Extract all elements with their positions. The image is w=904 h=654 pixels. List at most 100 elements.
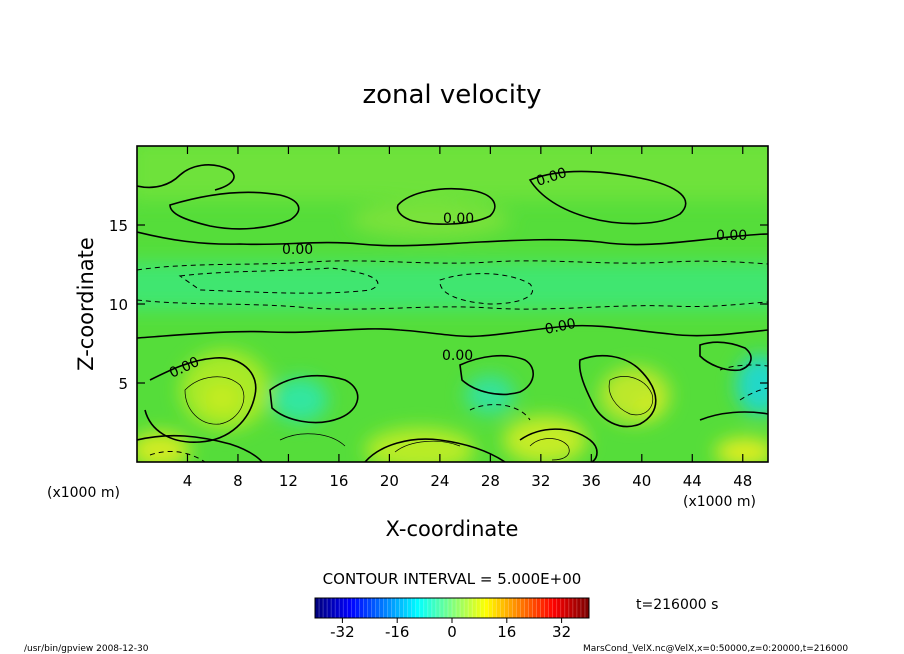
x-tick-label: 20 bbox=[380, 472, 399, 490]
footer-left: /usr/bin/gpview 2008-12-30 bbox=[24, 644, 149, 654]
colorbar-cell bbox=[504, 598, 509, 618]
x-unit-right: (x1000 m) bbox=[683, 494, 756, 510]
colorbar-cell bbox=[548, 598, 554, 618]
colorbar-cell bbox=[452, 598, 457, 618]
contour-label: 0.00 bbox=[282, 242, 313, 258]
colorbar-cell bbox=[528, 598, 533, 618]
x-tick-label: 40 bbox=[632, 472, 651, 490]
chart-title: zonal velocity bbox=[362, 80, 541, 110]
colorbar-cell bbox=[564, 598, 570, 618]
contour-label: 0.00 bbox=[443, 211, 474, 227]
colorbar-cell bbox=[423, 598, 429, 618]
y-tick-label: 15 bbox=[109, 217, 128, 235]
x-tick-label: 16 bbox=[329, 472, 348, 490]
colorbar-cell bbox=[391, 598, 396, 618]
x-tick-label: 36 bbox=[582, 472, 601, 490]
colorbar-cell bbox=[347, 598, 352, 618]
colorbar-cell bbox=[363, 598, 368, 618]
colorbar-cell bbox=[464, 598, 469, 618]
colorbar-tick-label: 0 bbox=[447, 623, 457, 641]
x-tick-label: 32 bbox=[531, 472, 550, 490]
warm-blob-3 bbox=[503, 416, 587, 462]
colorbar-cell bbox=[484, 598, 489, 618]
x-tick-label: 12 bbox=[279, 472, 298, 490]
footer-right: MarsCond_VelX.nc@VelX,x=0:50000,z=0:2000… bbox=[583, 644, 848, 654]
colorbar-tick-label: -32 bbox=[330, 623, 355, 641]
colorbar-cell bbox=[468, 598, 473, 618]
colorbar-cell bbox=[427, 598, 433, 618]
colorbar-cell bbox=[488, 598, 493, 618]
colorbar-cell bbox=[407, 598, 413, 618]
cool-blob-2 bbox=[465, 375, 515, 415]
plot-area: 0.00 0.00 0.00 0.00 0.00 0.00 0.00 bbox=[137, 146, 768, 462]
colorbar-cell bbox=[419, 598, 425, 618]
x-axis-label: X-coordinate bbox=[386, 517, 519, 541]
jet-band bbox=[137, 262, 768, 310]
colorbar-cell bbox=[359, 598, 364, 618]
colorbar-cell bbox=[371, 598, 376, 618]
colorbar-cell bbox=[355, 598, 360, 618]
x-tick-label: 28 bbox=[481, 472, 500, 490]
colorbar-cell bbox=[435, 598, 441, 618]
x-unit-left: (x1000 m) bbox=[47, 485, 120, 501]
contour-label: 0.00 bbox=[716, 228, 747, 244]
cool-blob-3 bbox=[736, 355, 768, 415]
contour-interval: CONTOUR INTERVAL = 5.000E+00 bbox=[323, 570, 582, 588]
warm-blob-1-core bbox=[204, 384, 240, 412]
colorbar-cell bbox=[339, 598, 344, 618]
colorbar-cell bbox=[403, 598, 408, 618]
x-tick-label: 8 bbox=[233, 472, 243, 490]
colorbar-cell bbox=[512, 598, 517, 618]
y-tick-label: 10 bbox=[109, 296, 128, 314]
colorbar-tick-label: 16 bbox=[497, 623, 516, 641]
colorbar-cell bbox=[387, 598, 392, 618]
colorbar-cell bbox=[367, 598, 372, 618]
contour-label: 0.00 bbox=[544, 316, 578, 338]
colorbar-cell bbox=[351, 598, 356, 618]
colorbar-cell bbox=[431, 598, 437, 618]
colorbar-cell bbox=[576, 598, 582, 618]
colorbar-cell bbox=[584, 598, 590, 618]
colorbar-cell bbox=[456, 598, 461, 618]
colorbar-cell bbox=[415, 598, 421, 618]
colorbar-cell bbox=[536, 598, 541, 618]
colorbar-cell bbox=[524, 598, 529, 618]
colorbar-tick-label: -16 bbox=[385, 623, 410, 641]
upper-band bbox=[137, 146, 768, 200]
colorbar-cell bbox=[560, 598, 566, 618]
velocity-field bbox=[137, 146, 768, 462]
colorbar-cell bbox=[500, 598, 505, 618]
colorbar-cell bbox=[492, 598, 497, 618]
positive-contours bbox=[184, 376, 654, 461]
colorbar-cell bbox=[472, 598, 477, 618]
upper-blob bbox=[350, 202, 510, 238]
colorbar-cell bbox=[476, 598, 481, 618]
colorbar-cell bbox=[383, 598, 388, 618]
contour-label: 0.00 bbox=[442, 348, 473, 364]
colorbar-cell bbox=[508, 598, 513, 618]
colorbar-tick-label: 32 bbox=[552, 623, 571, 641]
y-tick-label: 5 bbox=[118, 375, 128, 393]
colorbar-cell bbox=[556, 598, 562, 618]
time-label: t=216000 s bbox=[636, 597, 718, 613]
colorbar-cell bbox=[315, 598, 320, 618]
colorbar-cell bbox=[319, 598, 324, 618]
colorbar-cell bbox=[327, 598, 332, 618]
x-tick-label: 48 bbox=[733, 472, 752, 490]
colorbar-cell bbox=[323, 598, 328, 618]
colorbar-cell bbox=[496, 598, 501, 618]
colorbar-cell bbox=[460, 598, 465, 618]
colorbar bbox=[315, 598, 590, 618]
colorbar-cell bbox=[544, 598, 550, 618]
cool-blob-1 bbox=[272, 378, 328, 422]
colorbar-cell bbox=[447, 598, 453, 618]
colorbar-cell bbox=[395, 598, 400, 618]
x-tick-label: 44 bbox=[683, 472, 702, 490]
colorbar-cell bbox=[379, 598, 384, 618]
y-axis: 5 10 15 bbox=[109, 217, 768, 393]
negative-contours bbox=[137, 260, 768, 462]
colorbar-cell bbox=[480, 598, 485, 618]
warm-blob-6 bbox=[715, 438, 768, 462]
colorbar-ticks: -32 -16 0 16 32 bbox=[330, 618, 571, 641]
